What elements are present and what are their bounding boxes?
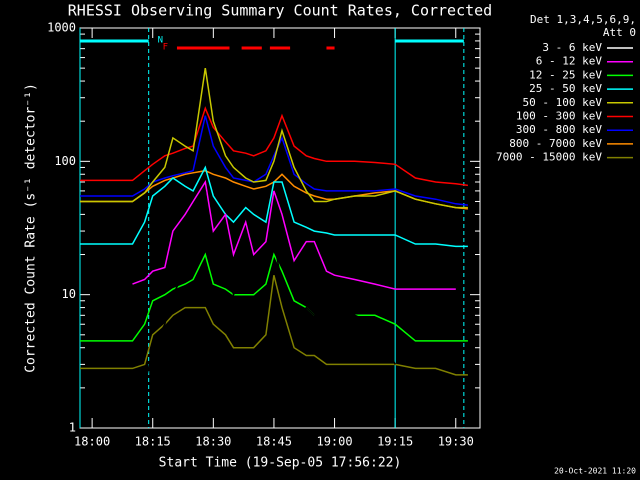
x-tick-label: 18:45 (256, 435, 292, 449)
series-line (80, 275, 468, 376)
timestamp: 20-Oct-2021 11:20 (554, 467, 636, 476)
x-tick-label: 18:15 (135, 435, 171, 449)
y-tick-label: 1000 (47, 21, 76, 35)
series-line (80, 67, 468, 209)
legend-label: 100 - 300 keV (516, 110, 602, 123)
legend-label: 25 - 50 keV (529, 82, 602, 95)
y-tick-label: 1 (69, 421, 76, 435)
legend-label: 7000 - 15000 keV (496, 151, 602, 164)
x-tick-label: 18:00 (74, 435, 110, 449)
legend-label: 300 - 800 keV (516, 123, 602, 136)
night-label: N (158, 36, 163, 46)
legend-label: 6 - 12 keV (536, 55, 603, 68)
legend-label: 3 - 6 keV (542, 41, 602, 54)
series-line (80, 169, 468, 210)
x-tick-label: 18:30 (195, 435, 231, 449)
x-tick-label: 19:15 (377, 435, 413, 449)
legend-header: Att 0 (603, 26, 636, 39)
series-line (80, 165, 468, 248)
flare-label: F (163, 43, 168, 53)
x-tick-label: 19:00 (316, 435, 352, 449)
y-axis-label: Corrected Count Rate (s⁻¹ detector⁻¹) (24, 83, 39, 373)
series-line (80, 106, 469, 187)
legend-header: Det 1,3,4,5,6,9, (530, 13, 636, 26)
legend-label: 12 - 25 keV (529, 68, 602, 81)
y-tick-label: 100 (54, 154, 76, 168)
x-tick-label: 19:30 (438, 435, 474, 449)
y-tick-label: 10 (62, 287, 76, 301)
chart-title: RHESSI Observing Summary Count Rates, Co… (68, 2, 492, 20)
legend-label: 50 - 100 keV (523, 96, 603, 109)
legend-label: 800 - 7000 keV (509, 137, 602, 150)
series-line (131, 190, 396, 414)
series-line (80, 252, 468, 342)
x-axis-label: Start Time (19-Sep-05 17:56:22) (159, 456, 402, 471)
series-line (132, 179, 456, 290)
